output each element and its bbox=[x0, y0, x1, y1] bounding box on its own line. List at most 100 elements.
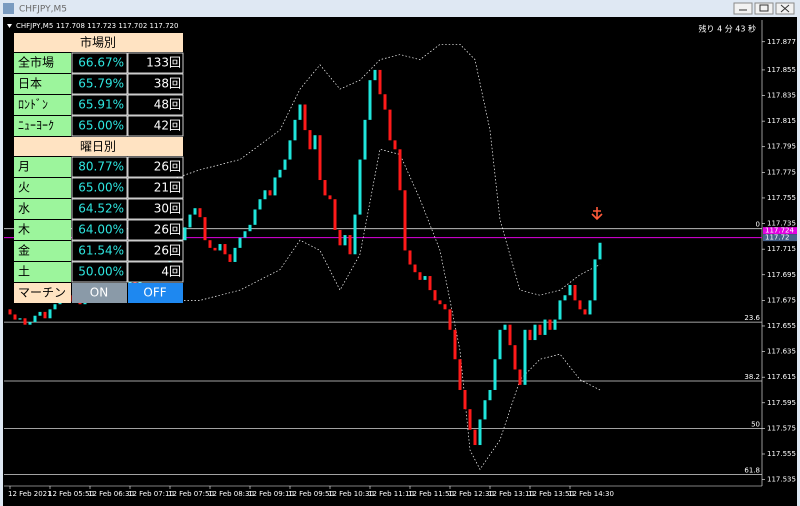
y-tick-label: 117.877 bbox=[767, 38, 796, 46]
row-name-cell bbox=[14, 116, 71, 136]
row-name-cell bbox=[14, 220, 71, 240]
y-tick-label: 117.655 bbox=[767, 322, 796, 330]
row-count-cell bbox=[127, 198, 184, 220]
candle-body bbox=[548, 319, 552, 330]
row-name: 日本 bbox=[18, 77, 42, 91]
row-rate: 64.52% bbox=[78, 202, 124, 216]
candle-body bbox=[463, 389, 467, 410]
martin-off-label[interactable]: OFF bbox=[143, 286, 166, 300]
row-count: 42回 bbox=[154, 119, 181, 133]
candle-body bbox=[528, 329, 532, 341]
martin-on-label[interactable]: ON bbox=[90, 286, 108, 300]
row-name: 水 bbox=[18, 202, 30, 216]
candle-body bbox=[523, 329, 527, 385]
candle-body bbox=[593, 259, 597, 301]
candle-body bbox=[568, 285, 572, 296]
candle-body bbox=[273, 177, 277, 196]
row-count: 30回 bbox=[154, 202, 181, 216]
candle-body bbox=[358, 159, 362, 215]
x-tick-label: 12 Feb 13:10 bbox=[488, 490, 534, 498]
row-count: 26回 bbox=[154, 244, 181, 258]
martin-on-button[interactable] bbox=[72, 283, 127, 303]
candle-body bbox=[498, 329, 502, 360]
martin-off-button[interactable] bbox=[128, 283, 183, 303]
y-tick-label: 117.775 bbox=[767, 168, 796, 176]
candle-body bbox=[213, 247, 217, 251]
candle-body bbox=[443, 304, 447, 310]
candle-body bbox=[53, 304, 57, 310]
header-arrow bbox=[7, 24, 12, 28]
x-tick-label: 12 Feb 10:30 bbox=[328, 490, 374, 498]
y-tick-label: 117.575 bbox=[767, 424, 796, 432]
candle-body bbox=[478, 419, 482, 446]
x-tick-label: 12 Feb 09:50 bbox=[288, 490, 334, 498]
candle-body bbox=[338, 229, 342, 246]
row-rate: 65.00% bbox=[78, 181, 124, 195]
fib-label: 38.2 bbox=[744, 373, 760, 381]
candle-body bbox=[483, 400, 487, 420]
row-rate: 65.91% bbox=[78, 98, 124, 112]
minimize-button[interactable] bbox=[733, 2, 753, 15]
row-name-cell bbox=[14, 262, 71, 282]
row-count: 48回 bbox=[154, 98, 181, 112]
x-tick-label: 12 Feb 11:10 bbox=[368, 490, 414, 498]
x-tick-label: 12 Feb 08:30 bbox=[208, 490, 254, 498]
row-count: 4回 bbox=[161, 265, 181, 279]
candle-body bbox=[208, 240, 212, 248]
candle-body bbox=[8, 309, 12, 315]
price-tag bbox=[763, 234, 797, 242]
candle-body bbox=[243, 231, 247, 238]
y-tick-label: 117.855 bbox=[767, 66, 796, 74]
row-name: 火 bbox=[18, 181, 30, 195]
x-tick-label: 12 Feb 07:10 bbox=[128, 490, 174, 498]
window-icon bbox=[3, 3, 14, 14]
row-name-cell bbox=[14, 74, 71, 94]
y-tick-label: 117.535 bbox=[767, 476, 796, 484]
candle-body bbox=[223, 244, 227, 255]
candle-body bbox=[418, 272, 422, 280]
candle-body bbox=[543, 319, 547, 335]
candle-body bbox=[303, 104, 307, 131]
candle-body bbox=[13, 314, 17, 320]
row-rate-cell bbox=[71, 198, 128, 220]
candle-body bbox=[23, 318, 27, 325]
y-tick-label: 117.735 bbox=[767, 220, 796, 228]
martin-label-cell bbox=[14, 283, 71, 303]
candle-body bbox=[493, 359, 497, 390]
row-name: ﾆｭｰﾖｰｸ bbox=[18, 119, 54, 133]
row-rate-cell bbox=[71, 177, 128, 199]
panel-header-label: 市場別 bbox=[80, 35, 116, 50]
candle-body bbox=[403, 190, 407, 251]
row-name: 木 bbox=[18, 223, 30, 237]
x-tick-label: 12 Feb 14:30 bbox=[568, 490, 614, 498]
candle-body bbox=[373, 69, 377, 81]
row-count: 38回 bbox=[154, 77, 181, 91]
candle-body bbox=[453, 329, 457, 360]
row-rate: 65.00% bbox=[78, 119, 124, 133]
row-count-cell bbox=[127, 177, 184, 199]
panel-header-label: 曜日別 bbox=[80, 140, 116, 154]
candle-body bbox=[343, 235, 347, 246]
candle-body bbox=[298, 104, 302, 120]
candle-body bbox=[188, 214, 192, 228]
candle-body bbox=[278, 169, 282, 178]
fib-label: 0 bbox=[756, 221, 760, 229]
bollinger-band bbox=[170, 148, 601, 471]
candle-body bbox=[398, 149, 402, 191]
x-tick-label: 12 Feb 2021 bbox=[8, 490, 52, 498]
candle-body bbox=[203, 217, 207, 241]
row-name-cell bbox=[14, 178, 71, 198]
row-rate-cell bbox=[71, 52, 128, 74]
row-count: 21回 bbox=[154, 181, 181, 195]
candle-body bbox=[283, 159, 287, 170]
candle-body bbox=[308, 130, 312, 150]
candle-body bbox=[423, 276, 427, 280]
candle-body bbox=[538, 324, 542, 335]
candle-body bbox=[38, 311, 42, 316]
y-tick-label: 117.635 bbox=[767, 348, 796, 356]
candle-body bbox=[473, 429, 477, 446]
candle-body bbox=[368, 80, 372, 120]
maximize-button[interactable] bbox=[754, 2, 774, 15]
window-title: CHFJPY,M5 bbox=[19, 5, 67, 15]
